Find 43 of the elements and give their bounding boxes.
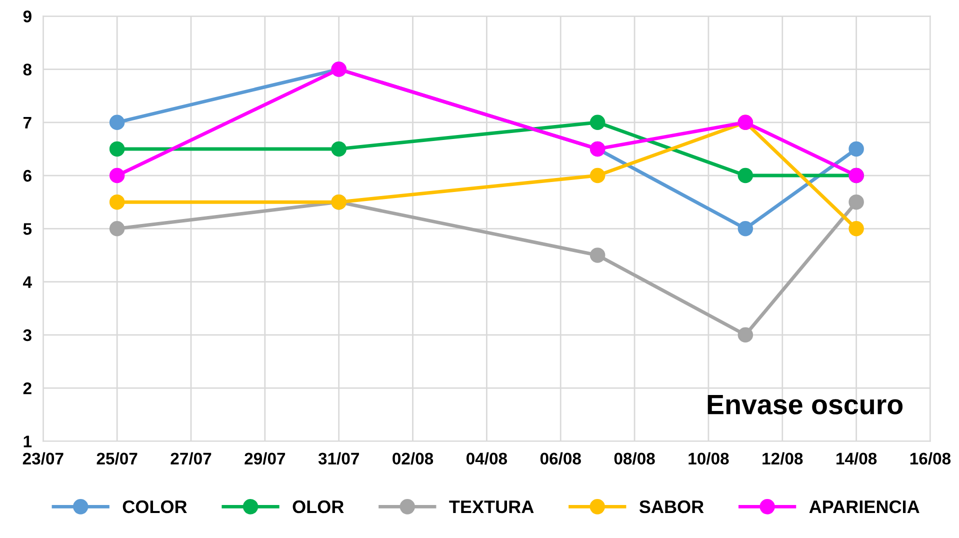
point — [848, 141, 864, 157]
x-tick-label: 12/08 — [762, 452, 803, 465]
y-tick-label: 5 — [23, 223, 32, 235]
x-tick-label: 08/08 — [614, 452, 655, 465]
point — [590, 168, 606, 184]
point — [109, 141, 125, 157]
point — [738, 168, 754, 184]
point — [848, 194, 864, 210]
y-tick-label: 1 — [24, 436, 32, 448]
point — [738, 327, 754, 343]
y-tick-label: 8 — [23, 64, 32, 76]
point — [109, 114, 125, 130]
point — [848, 221, 864, 236]
x-tick-label: 31/07 — [318, 452, 359, 465]
point — [738, 221, 754, 236]
legend-label: TEXTURA — [449, 500, 534, 514]
x-tick-label: 27/07 — [170, 452, 212, 465]
point — [590, 114, 606, 130]
legend-label: APARIENCIA — [809, 500, 920, 514]
point — [109, 221, 125, 236]
y-tick-label: 6 — [23, 170, 32, 182]
x-tick-label: 25/07 — [96, 452, 138, 465]
point — [331, 141, 346, 157]
y-tick-label: 2 — [23, 382, 32, 394]
legend-label: SABOR — [639, 500, 704, 514]
annotation: Envase oscuro — [708, 395, 903, 414]
point — [590, 248, 606, 263]
legend-label: OLOR — [292, 500, 344, 514]
y-tick-label: 9 — [23, 10, 32, 22]
y-tick-label: 3 — [23, 329, 32, 342]
x-tick-label: 14/08 — [836, 452, 877, 465]
x-tick-label: 06/08 — [540, 452, 581, 465]
x-tick-label: 10/08 — [688, 452, 729, 465]
y-tick-label: 7 — [23, 116, 32, 128]
x-tick-label: 04/08 — [466, 452, 508, 465]
x-tick-label: 29/07 — [244, 452, 286, 465]
y-tick-label: 4 — [23, 276, 32, 288]
x-tick-label: 23/07 — [22, 452, 64, 465]
x-tick-label: 02/08 — [392, 452, 434, 465]
point — [109, 168, 125, 184]
legend-label: COLOR — [122, 500, 187, 514]
point — [109, 194, 125, 210]
x-tick-label: 16/08 — [910, 452, 951, 465]
